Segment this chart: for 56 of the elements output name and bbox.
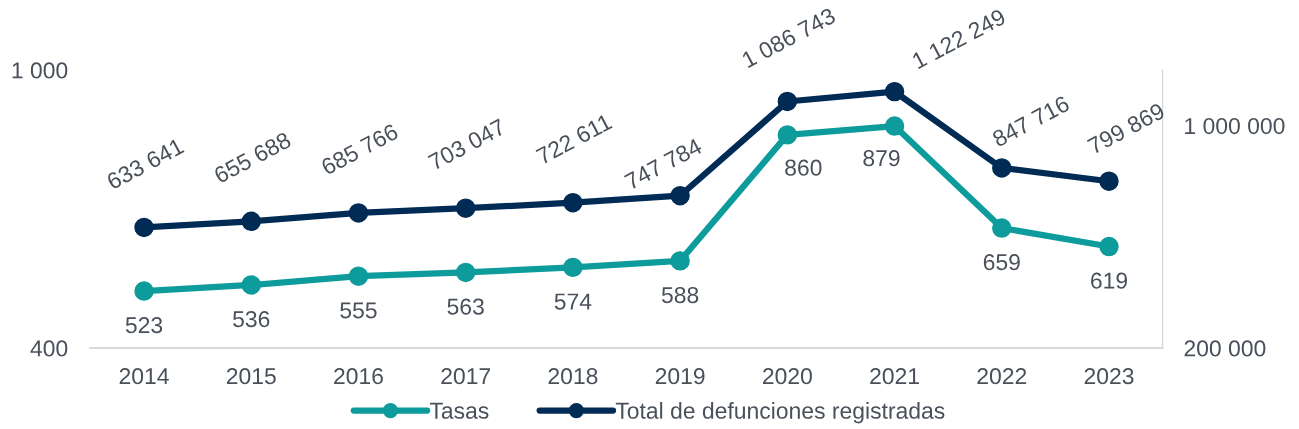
point <box>670 251 690 271</box>
data-label: 703 047 <box>427 118 507 171</box>
data-label: 860 <box>785 159 822 176</box>
x-tick-label: 2020 <box>763 368 812 385</box>
legend-label: Total de defunciones registradas <box>615 402 945 424</box>
point <box>1099 171 1119 191</box>
point <box>1099 236 1119 257</box>
x-tick-label: 2015 <box>226 368 276 385</box>
x-tick-label: 2014 <box>119 368 169 385</box>
data-label: 879 <box>863 150 900 167</box>
point <box>241 211 261 232</box>
point <box>563 257 583 278</box>
point <box>992 158 1012 178</box>
x-tick-label: 2022 <box>977 368 1027 385</box>
point <box>134 217 154 238</box>
data-label: 659 <box>983 254 1020 271</box>
y-tick-label: 1 000 <box>12 62 68 79</box>
data-label: 847 716 <box>991 95 1071 148</box>
x-tick-label: 2017 <box>441 368 491 385</box>
x-tick-label: 2019 <box>655 368 705 385</box>
data-label: 799 869 <box>1086 102 1166 155</box>
data-label: 619 <box>1091 272 1128 289</box>
data-label: 1 086 743 <box>741 7 837 69</box>
data-label: 536 <box>233 311 270 328</box>
point <box>134 281 154 301</box>
point <box>348 266 369 286</box>
data-label: 588 <box>661 286 699 304</box>
data-label: 523 <box>125 317 163 334</box>
legend-label: Tasas <box>429 402 489 419</box>
data-label: 685 766 <box>320 123 400 176</box>
data-label: 574 <box>554 293 592 310</box>
point <box>563 193 583 213</box>
data-label: 633 641 <box>105 137 185 190</box>
x-tick-label: 2018 <box>548 368 598 385</box>
x-tick-label: 2016 <box>334 368 383 385</box>
point <box>992 218 1012 238</box>
point <box>455 198 476 218</box>
x-tick-label: 2023 <box>1084 368 1134 385</box>
data-label: 563 <box>447 298 484 315</box>
data-label: 747 784 <box>623 137 704 191</box>
y2-tick-label: 1 000 000 <box>1185 117 1285 135</box>
point <box>884 81 905 102</box>
point <box>777 91 798 112</box>
data-label: 655 688 <box>213 131 292 184</box>
point <box>884 116 905 136</box>
data-label: 1 122 249 <box>911 8 1007 70</box>
y2-tick-label: 200 000 <box>1184 340 1266 357</box>
point <box>241 275 261 295</box>
data-label: 722 611 <box>535 113 613 165</box>
data-label: 555 <box>340 302 377 319</box>
point <box>455 262 476 283</box>
x-tick-label: 2021 <box>870 368 919 385</box>
y-tick-label: 400 <box>30 340 68 357</box>
point <box>670 186 690 206</box>
point <box>348 203 369 223</box>
point <box>777 125 798 145</box>
